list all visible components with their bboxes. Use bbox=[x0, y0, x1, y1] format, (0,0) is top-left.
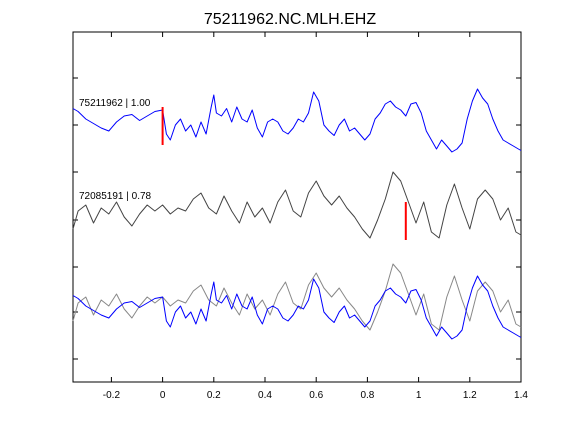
pick-markers bbox=[161, 107, 407, 240]
x-tick-label: -0.2 bbox=[103, 390, 121, 401]
x-tick-label: 1.2 bbox=[463, 390, 477, 401]
trace-line-3 bbox=[72, 263, 522, 331]
x-tick-label: 1.4 bbox=[514, 390, 528, 401]
trace-label-1: 75211962 | 1.00 bbox=[79, 98, 151, 109]
x-tick-label: 1 bbox=[416, 390, 422, 401]
trace-line-2 bbox=[72, 171, 522, 239]
trace-line-4 bbox=[72, 275, 522, 340]
x-tick-label: 0 bbox=[160, 390, 166, 401]
x-tick-label: 0.8 bbox=[360, 390, 374, 401]
trace-label-2: 72085191 | 0.78 bbox=[79, 191, 152, 202]
x-axis: -0.2 0 0.2 0.4 0.6 0.8 1 1.2 1.4 bbox=[103, 32, 528, 401]
plot-frame bbox=[72, 31, 522, 383]
x-tick-label: 0.4 bbox=[258, 390, 272, 401]
x-tick-label: 0.2 bbox=[207, 390, 221, 401]
trace-line-1 bbox=[72, 88, 522, 153]
chart-title: 75211962.NC.MLH.EHZ bbox=[204, 11, 376, 28]
y-tick-marks bbox=[73, 77, 521, 360]
x-tick-label: 0.6 bbox=[309, 390, 323, 401]
traces bbox=[72, 88, 522, 340]
